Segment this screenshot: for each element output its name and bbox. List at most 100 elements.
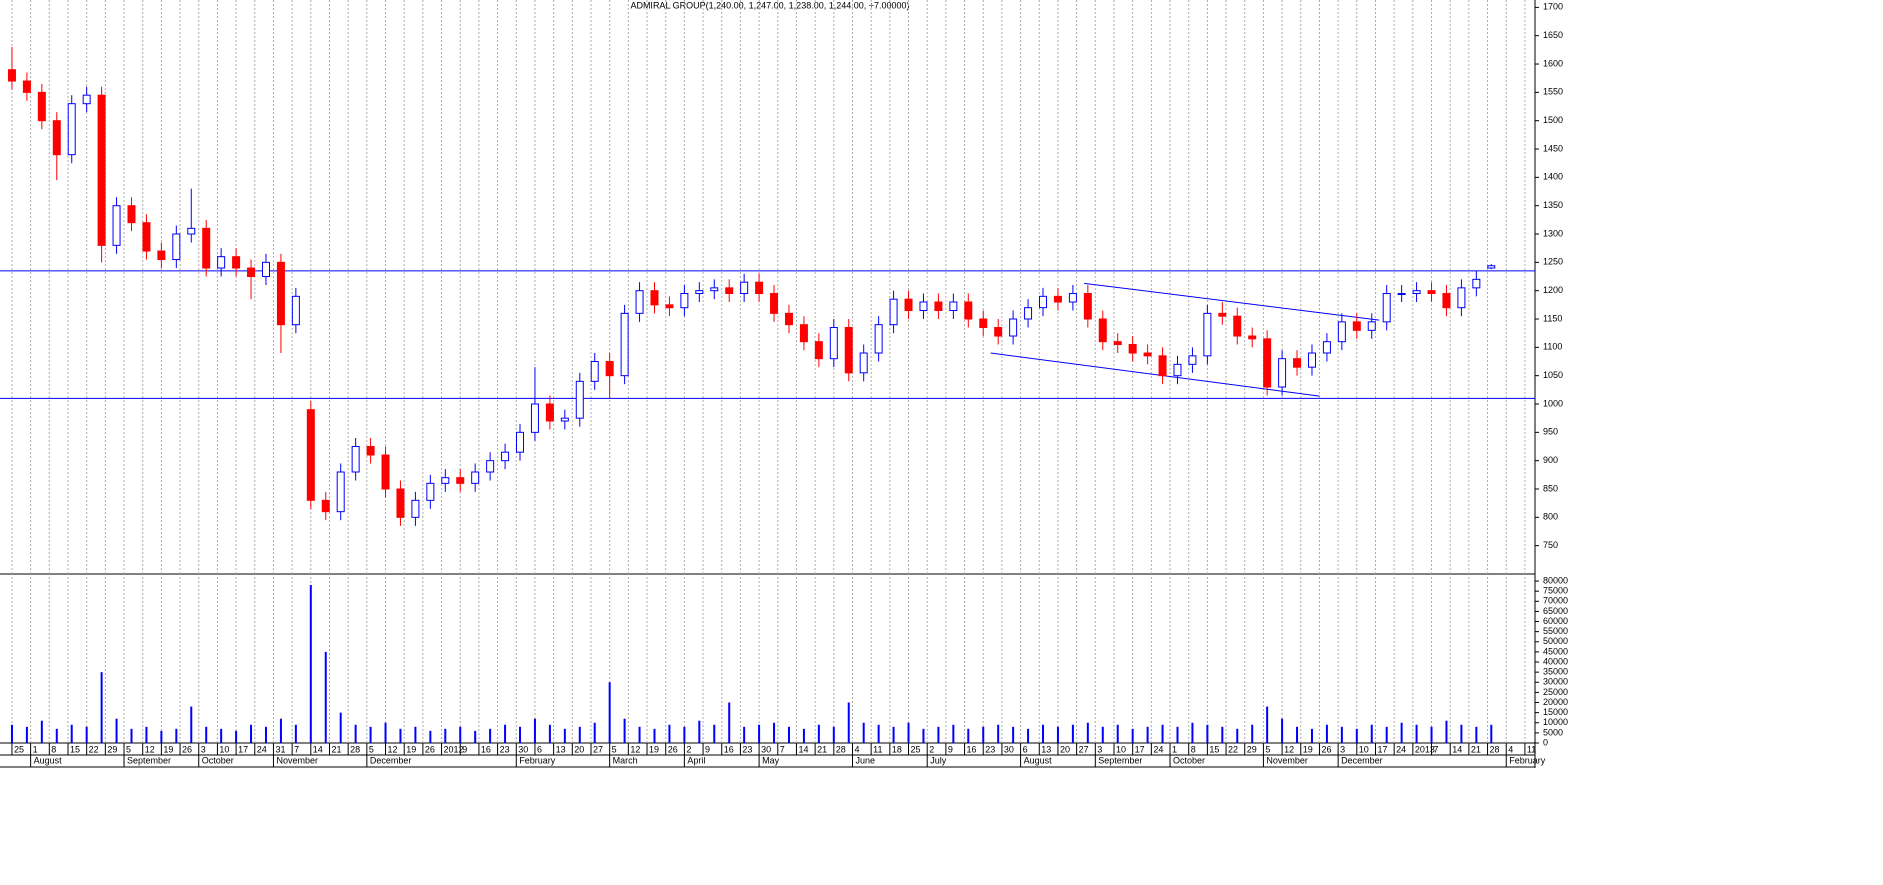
y-tick-label: 1250 <box>1543 257 1563 267</box>
volume-bar <box>1281 718 1284 743</box>
candle-body <box>844 327 853 374</box>
candle-body <box>874 324 883 354</box>
x-tick-label: 23 <box>500 744 510 754</box>
x-tick-label: 24 <box>1396 744 1406 754</box>
month-label: March <box>613 755 638 765</box>
x-tick-label: 17 <box>238 744 248 754</box>
x-tick-label: 27 <box>1079 744 1089 754</box>
volume-bar <box>1325 724 1328 743</box>
candle-body <box>1322 341 1331 354</box>
candle-body <box>829 327 838 360</box>
candle-body <box>994 327 1003 337</box>
volume-tick-label: 5000 <box>1543 727 1563 737</box>
volume-bar <box>773 722 776 743</box>
x-tick-label: 13 <box>556 744 566 754</box>
trend-line <box>1084 282 1380 321</box>
month-label: May <box>762 755 780 765</box>
x-tick-label: 17 <box>1377 744 1387 754</box>
x-tick-label: 24 <box>1153 744 1163 754</box>
candle-body <box>127 205 136 224</box>
volume-bar <box>997 724 1000 743</box>
volume-tick-label: 50000 <box>1543 636 1568 646</box>
x-tick-label: 8 <box>1191 744 1196 754</box>
x-tick-label: 22 <box>89 744 99 754</box>
volume-bar <box>429 730 432 743</box>
volume-bar <box>1310 728 1313 743</box>
volume-tick-label: 70000 <box>1543 596 1568 606</box>
x-tick-label: 8 <box>51 744 56 754</box>
volume-bar <box>758 724 761 743</box>
candle-body <box>456 477 465 484</box>
x-tick-label: 12 <box>388 744 398 754</box>
candle-body <box>7 69 16 82</box>
y-tick-label: 1500 <box>1543 115 1563 125</box>
x-tick-label: 1 <box>33 744 38 754</box>
candle-body <box>261 261 270 278</box>
x-tick-label: 16 <box>724 744 734 754</box>
x-tick-label: 9 <box>462 744 467 754</box>
candle-body <box>67 103 76 156</box>
volume-bar <box>892 726 895 743</box>
y-tick-label: 1350 <box>1543 200 1563 210</box>
candle-body <box>366 446 375 456</box>
candle-body <box>516 431 525 453</box>
volume-bar <box>1191 722 1194 743</box>
candle-body <box>530 403 539 433</box>
volume-bar <box>1460 724 1463 743</box>
x-tick-label: 30 <box>1004 744 1014 754</box>
x-tick-label: 2012 <box>444 744 464 754</box>
volume-bar <box>85 726 88 743</box>
candle-body <box>1307 352 1316 368</box>
y-tick-label: 1100 <box>1543 342 1562 352</box>
candle-body <box>82 94 91 105</box>
volume-bar <box>489 728 492 743</box>
volume-bar <box>533 718 536 743</box>
x-tick-label: 10 <box>219 744 229 754</box>
x-tick-label: 3 <box>1097 744 1102 754</box>
x-tick-label: 12 <box>630 744 640 754</box>
volume-bar <box>40 720 43 743</box>
volume-tick-label: 45000 <box>1543 646 1568 656</box>
x-tick-label: 21 <box>1471 744 1481 754</box>
candle-body <box>770 293 779 314</box>
x-tick-label: 19 <box>406 744 416 754</box>
candle-body <box>1337 321 1346 343</box>
x-tick-label: 28 <box>836 744 846 754</box>
x-tick-label: 7 <box>294 744 299 754</box>
candle-body <box>1158 355 1167 377</box>
x-tick-label: 14 <box>313 744 323 754</box>
candle-body <box>37 91 46 122</box>
volume-tick-label: 15000 <box>1543 707 1568 717</box>
candle-body <box>291 295 300 326</box>
volume-bar <box>264 726 267 743</box>
volume-bar <box>862 722 865 743</box>
volume-bar <box>444 728 447 743</box>
y-tick-label: 1400 <box>1543 172 1563 182</box>
x-tick-label: 26 <box>425 744 435 754</box>
candle-body <box>1233 315 1242 337</box>
x-tick-label: 23 <box>742 744 752 754</box>
candle-body <box>1098 318 1107 343</box>
candle-body <box>112 205 121 246</box>
volume-bar <box>847 702 850 743</box>
volume-bar <box>220 728 223 743</box>
candle-body <box>1367 321 1376 331</box>
volume-bar <box>309 585 312 743</box>
x-tick-label: 19 <box>1303 744 1313 754</box>
x-tick-label: 12 <box>145 744 155 754</box>
x-tick-label: 26 <box>182 744 192 754</box>
volume-bar <box>683 726 686 743</box>
volume-bar <box>1101 726 1104 743</box>
volume-tick-label: 25000 <box>1543 687 1568 697</box>
volume-bar <box>1161 724 1164 743</box>
candle-body <box>276 261 285 326</box>
candle-body <box>665 304 674 309</box>
x-tick-label: 25 <box>14 744 24 754</box>
candle-body <box>740 281 749 295</box>
candle-body <box>1068 293 1077 303</box>
x-tick-label: 5 <box>126 744 131 754</box>
x-tick-label: 2 <box>929 744 934 754</box>
candle-body <box>919 301 928 312</box>
candle-body <box>232 256 241 269</box>
